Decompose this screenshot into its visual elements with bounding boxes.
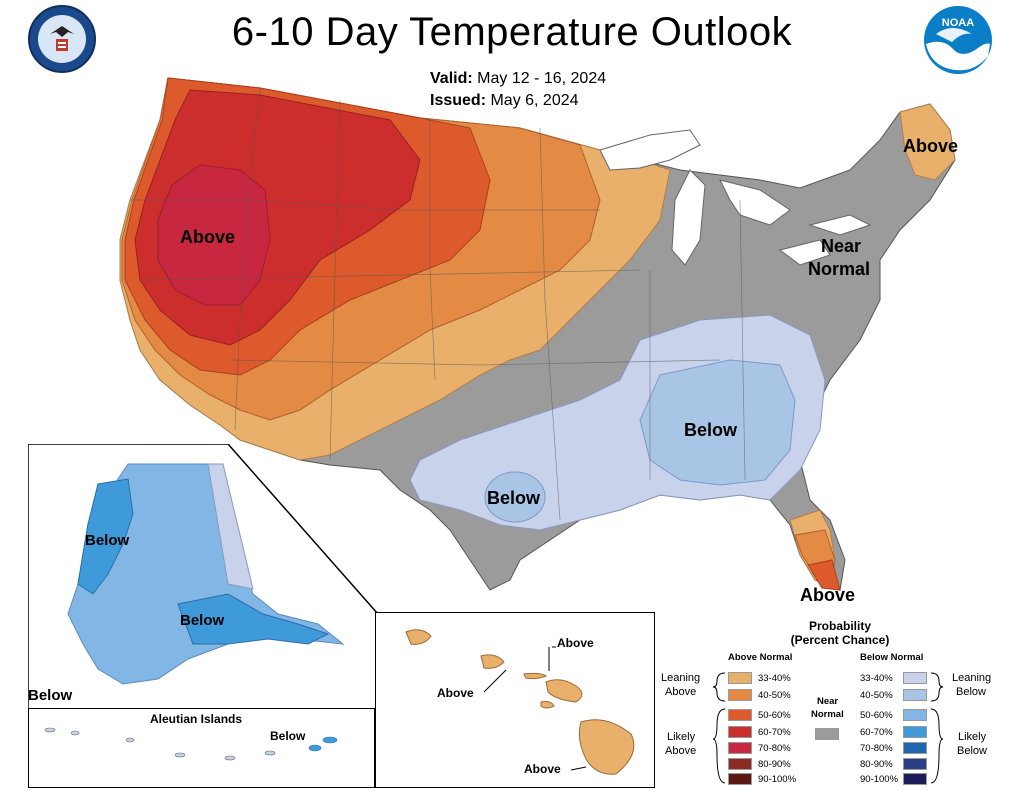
legend-swatch-above-80-90 bbox=[728, 758, 752, 770]
below-40-50-se-region bbox=[639, 359, 796, 486]
hawaii-islands-shapes bbox=[405, 629, 635, 775]
label-alaska-below-west: Below bbox=[85, 532, 130, 549]
legend-swatch-above-50-60 bbox=[728, 709, 752, 721]
noaa-logo: NOAA bbox=[924, 6, 992, 74]
legend-swatch-below-90-100 bbox=[903, 773, 927, 785]
legend-swatch-below-33-40 bbox=[903, 672, 927, 684]
label-hawaii-above-2: Above bbox=[437, 686, 474, 700]
legend-range-above-2: 50-60% bbox=[758, 710, 791, 721]
below-40-50-tx-region bbox=[484, 471, 546, 523]
legend-swatch-above-40-50 bbox=[728, 689, 752, 701]
issued-date: Issued: May 6, 2024 bbox=[430, 92, 579, 110]
legend-likely-below-2: Below bbox=[957, 745, 987, 757]
legend-swatch-above-90-100 bbox=[728, 773, 752, 785]
aleutian-title: Aleutian Islands bbox=[150, 712, 243, 726]
legend-leaning-above-2: Above bbox=[665, 686, 697, 698]
alaska-below-33-40-region bbox=[207, 463, 254, 590]
legend-range-below-1: 40-50% bbox=[860, 690, 893, 701]
valid-value: May 12 - 16, 2024 bbox=[477, 70, 607, 87]
legend-likely-below-1: Likely bbox=[958, 731, 987, 743]
issued-label: Issued: bbox=[430, 92, 487, 109]
legend-swatch-above-33-40 bbox=[728, 672, 752, 684]
label-alaska-below-south: Below bbox=[180, 612, 225, 629]
legend-range-above-6: 90-100% bbox=[758, 774, 797, 785]
maine-above-region bbox=[899, 103, 956, 181]
legend-range-below-3: 60-70% bbox=[860, 727, 893, 738]
legend-leaning-below-2: Below bbox=[956, 686, 986, 698]
legend-range-below-5: 80-90% bbox=[860, 759, 893, 770]
legend-below-normal: Below Normal bbox=[860, 652, 924, 663]
label-texas-below: Below bbox=[487, 488, 541, 508]
legend-range-below-6: 90-100% bbox=[860, 774, 899, 785]
legend-braces bbox=[712, 672, 944, 784]
legend-range-above-1: 40-50% bbox=[758, 690, 791, 701]
noaa-text: NOAA bbox=[942, 17, 974, 29]
legend-title-2: (Percent Chance) bbox=[790, 633, 890, 647]
legend-range-above-4: 70-80% bbox=[758, 743, 791, 754]
label-near-normal-line2: Normal bbox=[808, 259, 871, 279]
label-alaska-below-corner: Below bbox=[28, 687, 73, 704]
legend-range-below-2: 50-60% bbox=[860, 710, 893, 721]
legend-leaning-above-1: Leaning bbox=[661, 672, 701, 684]
issued-value: May 6, 2024 bbox=[490, 92, 579, 109]
florida-above-50-region bbox=[807, 559, 841, 591]
label-maine-above: Above bbox=[903, 136, 959, 156]
alaska-inset bbox=[28, 444, 378, 709]
legend-swatch-below-80-90 bbox=[903, 758, 927, 770]
valid-label: Valid: bbox=[430, 70, 473, 87]
legend-range-above-5: 80-90% bbox=[758, 759, 791, 770]
label-hawaii-above-3: Above bbox=[524, 762, 561, 776]
legend-swatch-above-70-80 bbox=[728, 742, 752, 754]
aleutian-islands-shapes bbox=[44, 727, 338, 761]
label-southeast-below: Below bbox=[684, 420, 738, 440]
legend-swatch-below-50-60 bbox=[903, 709, 927, 721]
legend-swatch-below-60-70 bbox=[903, 726, 927, 738]
great-lakes bbox=[599, 129, 872, 266]
legend-swatch-near-normal bbox=[815, 728, 839, 740]
label-florida-above: Above bbox=[800, 585, 856, 605]
legend-title-1: Probability bbox=[808, 619, 871, 633]
label-aleutian-below: Below bbox=[270, 729, 306, 743]
legend-above-normal: Above Normal bbox=[728, 652, 793, 663]
legend-swatch-above-60-70 bbox=[728, 726, 752, 738]
legend-range-below-0: 33-40% bbox=[860, 673, 893, 684]
legend-range-below-4: 70-80% bbox=[860, 743, 893, 754]
label-near-normal-line1: Near bbox=[821, 236, 862, 256]
probability-legend: Probability (Percent Chance) Above Norma… bbox=[655, 615, 1020, 785]
legend-swatch-below-70-80 bbox=[903, 742, 927, 754]
legend-leaning-below-1: Leaning bbox=[952, 672, 992, 684]
commerce-seal-logo bbox=[28, 5, 96, 73]
legend-near-normal-2: Normal bbox=[811, 709, 844, 720]
legend-likely-above-1: Likely bbox=[667, 731, 696, 743]
label-hawaii-above-1: Above bbox=[557, 636, 594, 650]
legend-near-normal-1: Near bbox=[817, 696, 839, 707]
label-west-above: Above bbox=[180, 227, 236, 247]
map-title: 6-10 Day Temperature Outlook bbox=[231, 10, 793, 54]
alaska-below-60-70-south-region bbox=[177, 593, 330, 645]
legend-range-above-3: 60-70% bbox=[758, 727, 791, 738]
legend-range-above-0: 33-40% bbox=[758, 673, 791, 684]
alaska-below-60-70-west-region bbox=[77, 478, 134, 595]
legend-likely-above-2: Above bbox=[665, 745, 697, 757]
legend-swatch-below-40-50 bbox=[903, 689, 927, 701]
valid-dates: Valid: May 12 - 16, 2024 bbox=[430, 70, 606, 88]
